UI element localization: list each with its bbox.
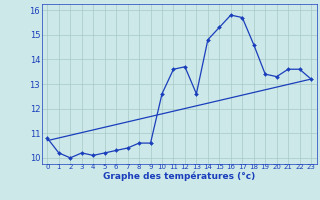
X-axis label: Graphe des températures (°c): Graphe des températures (°c)	[103, 171, 255, 181]
